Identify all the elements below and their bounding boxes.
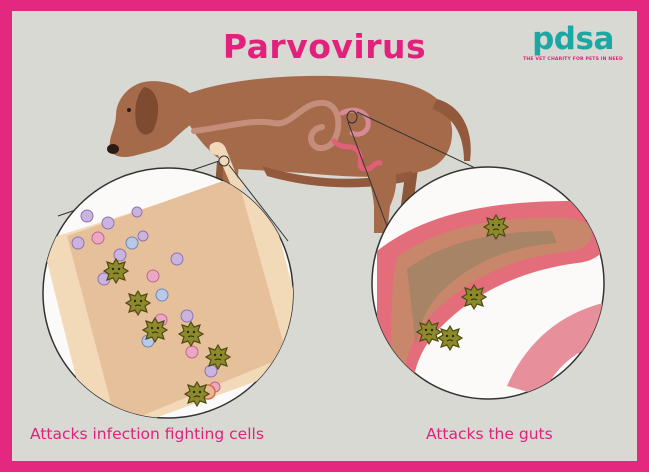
page-title: Parvovirus: [222, 27, 427, 66]
intestine-magnified: [371, 166, 605, 400]
caption-infection-cells: Attacks infection fighting cells: [30, 425, 264, 443]
blood-vessel-magnified: [42, 167, 294, 419]
diagram-art: [42, 75, 605, 419]
pdsa-brand: pdsa THE VET CHARITY FOR PETS IN NEED: [523, 23, 623, 62]
pdsa-logo: pdsa: [532, 21, 614, 57]
pdsa-tagline: THE VET CHARITY FOR PETS IN NEED: [523, 57, 623, 62]
poster: Parvovirus pdsa THE VET CHARITY FOR PETS…: [12, 11, 637, 461]
caption-guts: Attacks the guts: [426, 425, 553, 443]
